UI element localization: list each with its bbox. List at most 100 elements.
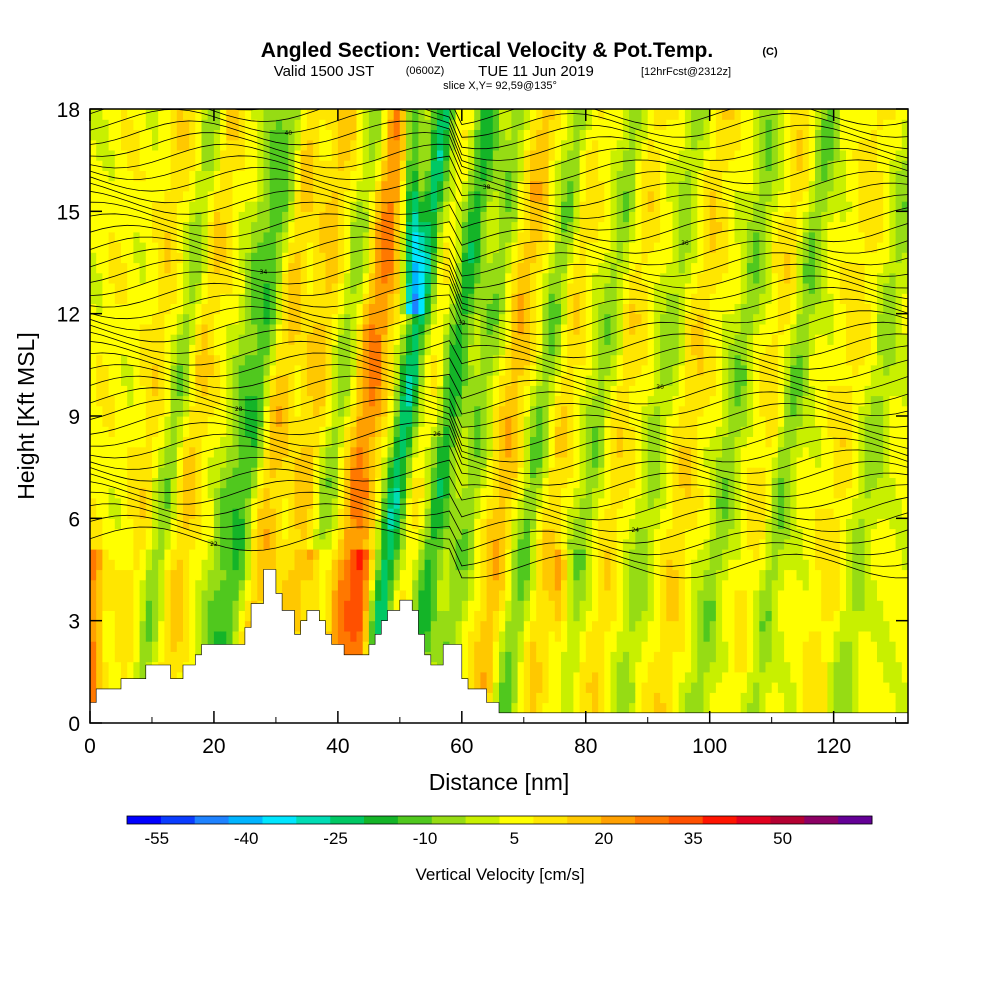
velocity-cell (300, 303, 308, 315)
velocity-cell (251, 262, 258, 274)
velocity-cell (102, 436, 110, 448)
velocity-cell (430, 385, 438, 397)
velocity-cell (201, 426, 209, 437)
velocity-cell (455, 160, 463, 171)
velocity-cell (573, 149, 581, 161)
velocity-cell (139, 641, 147, 652)
velocity-cell (170, 405, 178, 417)
velocity-cell (585, 641, 593, 652)
velocity-cell (282, 231, 289, 243)
velocity-cell (418, 170, 426, 182)
velocity-cell (350, 620, 358, 632)
velocity-cell (183, 630, 190, 642)
velocity-cell (294, 508, 302, 519)
velocity-cell (331, 620, 339, 632)
velocity-cell (90, 405, 97, 417)
velocity-cell (195, 283, 203, 294)
velocity-cell (499, 211, 506, 223)
velocity-cell (232, 610, 240, 622)
velocity-cell (121, 109, 128, 120)
velocity-cell (319, 405, 327, 417)
velocity-cell (517, 671, 525, 683)
velocity-cell (492, 487, 500, 499)
velocity-cell (356, 610, 364, 622)
velocity-cell (399, 221, 407, 233)
velocity-cell (213, 344, 221, 356)
velocity-cell (263, 221, 271, 233)
velocity-cell (480, 579, 488, 591)
velocity-cell (406, 579, 413, 591)
velocity-cell (517, 242, 525, 253)
velocity-cell (598, 252, 605, 264)
velocity-cell (220, 323, 227, 335)
velocity-cell (201, 508, 209, 519)
velocity-cell (331, 508, 339, 519)
velocity-cell (387, 559, 395, 571)
velocity-cell (592, 395, 599, 407)
velocity-cell (474, 211, 481, 223)
velocity-cell (430, 283, 438, 294)
velocity-cell (282, 467, 289, 478)
velocity-cell (474, 446, 481, 458)
velocity-cell (127, 528, 134, 540)
velocity-cell (331, 385, 339, 397)
velocity-cell (238, 518, 246, 530)
velocity-cell (337, 610, 345, 622)
velocity-cell (331, 528, 339, 540)
velocity-cell (381, 149, 389, 161)
velocity-cell (536, 477, 543, 489)
velocity-cell (381, 262, 389, 274)
velocity-cell (300, 579, 308, 591)
velocity-cell (461, 477, 469, 489)
velocity-cell (530, 487, 537, 499)
velocity-cell (437, 590, 444, 601)
velocity-cell (548, 364, 556, 376)
velocity-cell (170, 385, 178, 397)
velocity-cell (356, 456, 364, 468)
velocity-cell (585, 242, 593, 253)
velocity-cell (189, 508, 196, 519)
velocity-cell (102, 610, 110, 622)
velocity-cell (418, 426, 426, 437)
velocity-cell (164, 446, 172, 458)
velocity-cell (213, 497, 221, 509)
velocity-cell (275, 395, 283, 407)
velocity-cell (331, 190, 339, 202)
velocity-cell (183, 354, 190, 366)
velocity-cell (505, 211, 512, 223)
velocity-cell (294, 170, 302, 182)
velocity-cell (542, 190, 550, 202)
velocity-cell (306, 528, 314, 540)
velocity-cell (263, 477, 271, 489)
velocity-cell (542, 416, 550, 427)
velocity-cell (561, 620, 568, 632)
velocity-cell (418, 283, 426, 294)
velocity-cell (275, 467, 283, 478)
velocity-cell (505, 579, 512, 591)
velocity-cell (288, 211, 296, 223)
velocity-cell (368, 405, 376, 417)
velocity-cell (176, 518, 184, 530)
velocity-cell (282, 477, 289, 489)
velocity-cell (114, 313, 122, 325)
velocity-cell (331, 283, 339, 294)
velocity-cell (207, 518, 215, 530)
velocity-cell (207, 416, 215, 427)
velocity-cell (461, 426, 469, 437)
velocity-cell (158, 242, 165, 253)
velocity-cell (424, 160, 432, 171)
velocity-cell (480, 497, 488, 509)
velocity-cell (554, 559, 562, 571)
velocity-cell (548, 682, 556, 693)
velocity-cell (152, 221, 159, 233)
velocity-cell (567, 559, 574, 571)
velocity-cell (461, 385, 469, 397)
velocity-cell (468, 344, 475, 356)
velocity-cell (393, 549, 401, 560)
velocity-cell (96, 630, 103, 642)
velocity-cell (108, 293, 116, 304)
velocity-cell (331, 272, 339, 284)
velocity-cell (573, 620, 581, 632)
velocity-cell (207, 579, 215, 591)
velocity-cell (102, 180, 110, 192)
